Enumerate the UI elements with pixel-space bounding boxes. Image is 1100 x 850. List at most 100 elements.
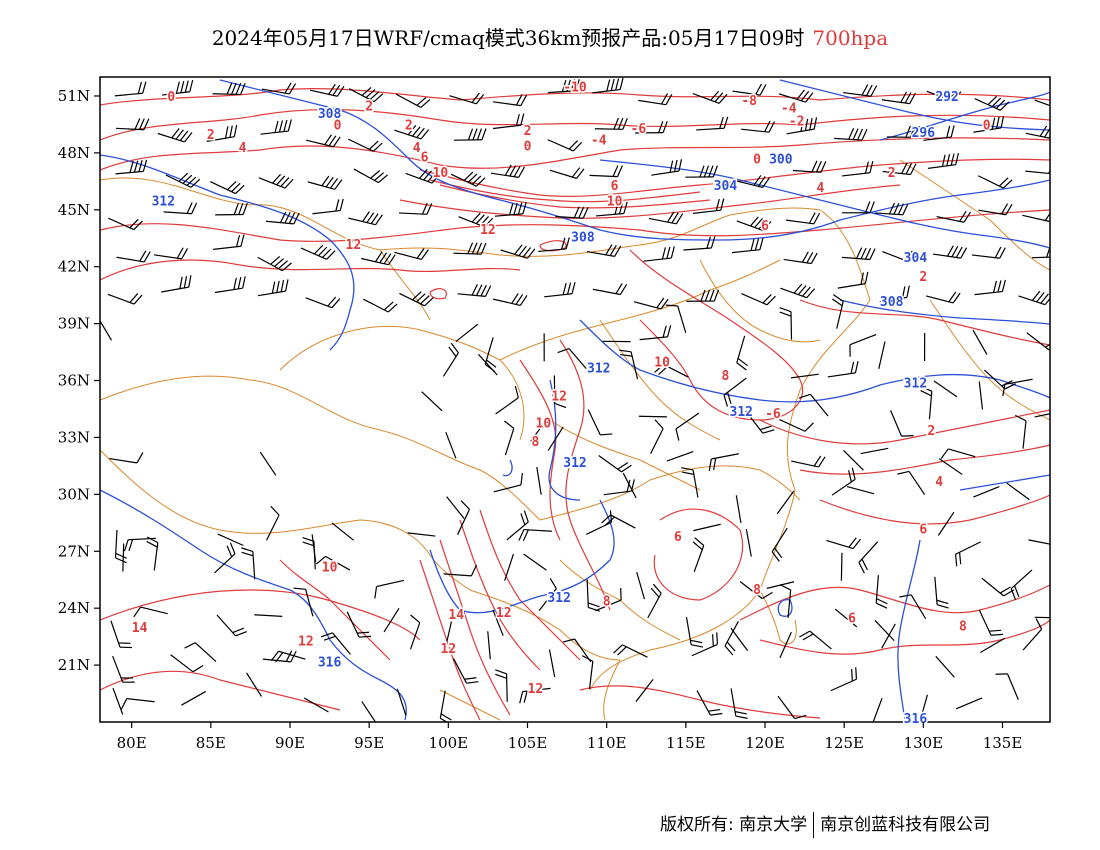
wind-barb	[315, 555, 351, 571]
wind-barb	[300, 244, 336, 260]
copyright-right: 南京创蓝科技有限公司	[820, 815, 991, 835]
height-label: 312	[904, 376, 927, 391]
wind-barb	[1034, 413, 1050, 418]
temperature-label: 12	[496, 606, 512, 621]
wind-barb	[581, 655, 594, 690]
wind-barb	[1034, 616, 1050, 619]
wind-barb	[538, 577, 557, 611]
wind-barb	[495, 669, 508, 702]
wind-barb	[115, 118, 150, 131]
wind-barb	[254, 614, 283, 617]
copyright-left: 版权所有: 南京大学	[660, 815, 808, 835]
wind-barb	[259, 451, 277, 476]
wind-barb	[730, 627, 749, 652]
height-label: 308	[571, 230, 595, 245]
wind-barb	[398, 202, 433, 215]
temperature-label: 6	[919, 523, 927, 538]
wind-barb	[995, 673, 1019, 700]
wind-barb	[971, 246, 1006, 259]
wind-barb	[647, 583, 662, 619]
wind-barb	[651, 159, 683, 176]
wind-barb	[547, 79, 580, 94]
wind-barb	[978, 381, 984, 410]
wind-barb	[594, 117, 628, 130]
wind-barb	[553, 375, 567, 409]
wind-barb	[933, 380, 958, 398]
height-label: 308	[880, 295, 904, 310]
wind-barb	[246, 672, 263, 697]
temperature-label: 6	[848, 612, 856, 627]
wind-barb	[1022, 212, 1050, 223]
wind-barb	[165, 172, 201, 188]
lon-tick-label: 125E	[824, 734, 864, 752]
wind-barb	[650, 419, 664, 454]
temperature-label: -6	[631, 122, 647, 137]
wind-barb	[361, 701, 390, 722]
wind-barb	[692, 198, 725, 214]
lon-tick-label: 110E	[587, 734, 627, 752]
temperature-label: 12	[441, 642, 457, 657]
wind-barb	[504, 420, 515, 456]
wind-barb	[109, 452, 144, 464]
wind-barb	[361, 251, 396, 266]
wind-barb	[374, 579, 405, 599]
wind-barb	[257, 256, 292, 272]
lon-tick-label: 115E	[666, 734, 706, 752]
wind-barb	[394, 125, 430, 140]
wind-barb	[1002, 378, 1033, 397]
lat-tick-label: 51N	[58, 87, 90, 105]
wind-barb	[834, 608, 858, 628]
wind-barb	[843, 450, 864, 471]
wind-barb	[920, 385, 933, 420]
wind-barb	[114, 81, 147, 97]
height-label: 312	[547, 591, 570, 606]
wind-barb	[696, 116, 729, 131]
wind-barb	[260, 119, 292, 135]
temperature-label: 12	[298, 634, 314, 649]
latitude-axis: 21N 24N 27N 30N 33N 36N 39N 42N 45N 48N 51N	[58, 87, 100, 674]
temperature-label: 6	[761, 219, 769, 234]
wind-barb	[972, 329, 988, 355]
temperature-label: -4	[781, 101, 797, 116]
temperature-label: 10	[433, 166, 449, 181]
wind-barb	[1026, 332, 1050, 351]
wind-barb	[293, 587, 314, 617]
wind-barb	[492, 609, 504, 636]
wind-barb	[1028, 539, 1050, 545]
wind-barb	[555, 206, 589, 219]
height-label: 308	[318, 107, 342, 122]
wind-barb	[779, 584, 792, 618]
wind-barb	[665, 304, 687, 334]
wind-barb	[445, 431, 457, 459]
height-label: 316	[318, 655, 342, 670]
wind-barb	[500, 244, 536, 259]
lat-tick-label: 30N	[58, 485, 90, 503]
wind-barb	[112, 655, 135, 683]
wind-barb	[638, 415, 667, 418]
wind-barb	[449, 92, 485, 105]
wind-barb	[731, 237, 764, 254]
temperature-label: 6	[674, 530, 682, 545]
wind-barb	[708, 453, 739, 471]
lat-tick-label: 21N	[58, 656, 90, 674]
temperature-label: 8	[959, 619, 967, 634]
wind-barb	[692, 537, 705, 573]
wind-barb	[681, 467, 699, 498]
temperature-label: 2	[365, 99, 373, 114]
wind-barb	[932, 245, 968, 259]
wind-barb	[635, 121, 668, 134]
wind-barb	[973, 116, 1005, 133]
wind-barb	[399, 291, 434, 307]
wind-barb	[841, 247, 876, 261]
wind-barb	[792, 160, 827, 173]
wind-barb	[396, 688, 407, 716]
wind-barb	[133, 606, 168, 618]
temperature-label: -6	[765, 407, 781, 422]
wind-barb	[312, 198, 344, 215]
temperature-label: 4	[817, 181, 825, 196]
wind-barb	[116, 250, 151, 263]
wind-barb	[840, 552, 843, 581]
wind-barb	[786, 212, 821, 225]
temperature-label: 8	[753, 583, 761, 598]
wind-barb	[886, 125, 920, 138]
